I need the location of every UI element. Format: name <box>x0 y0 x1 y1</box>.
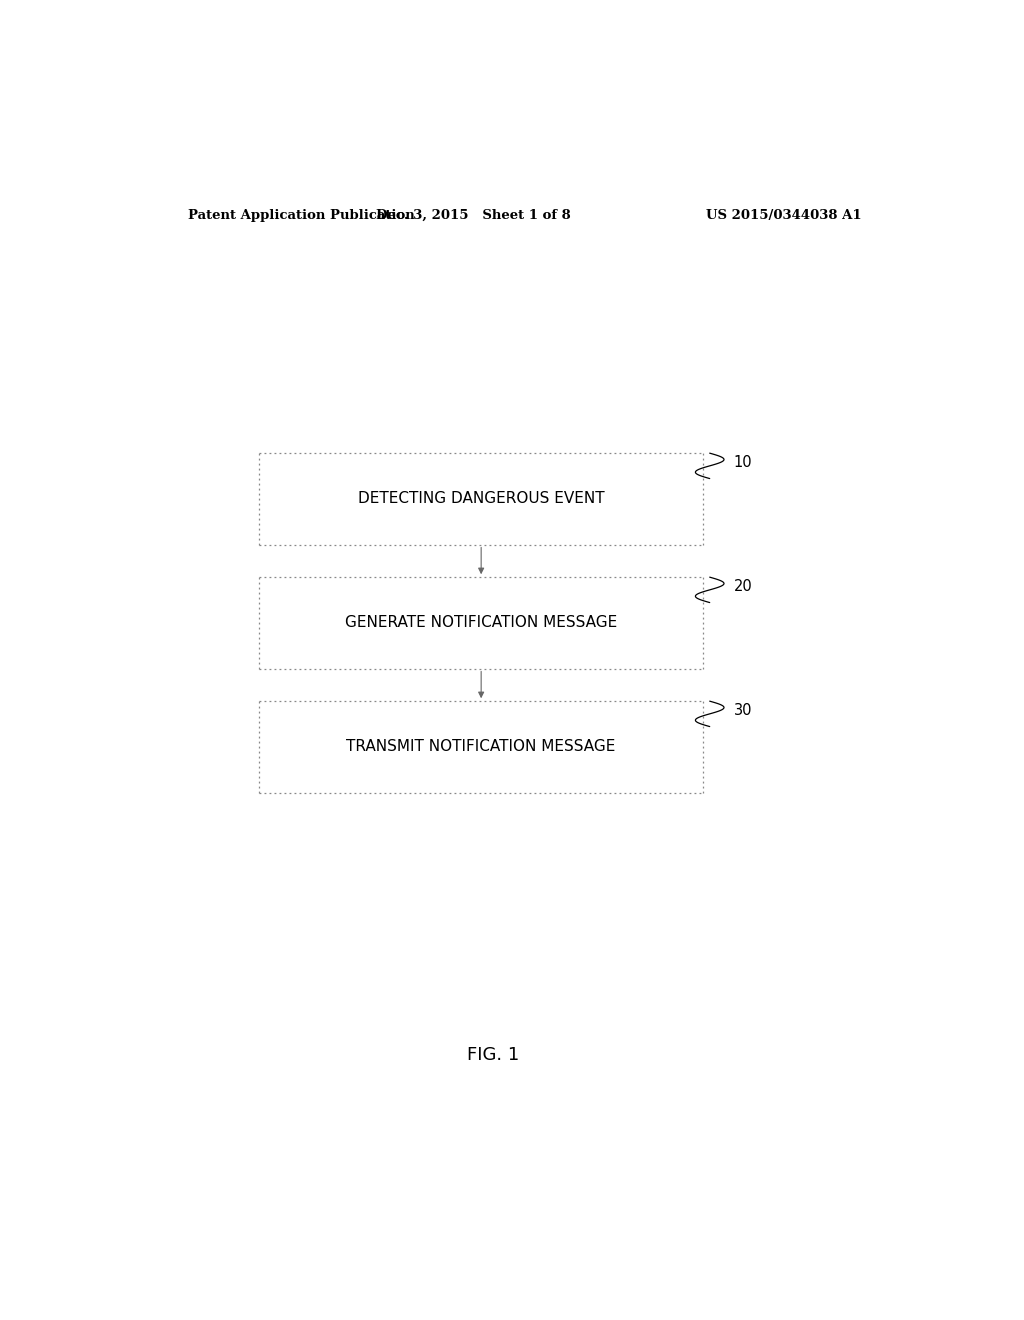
Text: US 2015/0344038 A1: US 2015/0344038 A1 <box>707 209 862 222</box>
Text: GENERATE NOTIFICATION MESSAGE: GENERATE NOTIFICATION MESSAGE <box>345 615 617 631</box>
Text: TRANSMIT NOTIFICATION MESSAGE: TRANSMIT NOTIFICATION MESSAGE <box>346 739 615 755</box>
Text: Dec. 3, 2015   Sheet 1 of 8: Dec. 3, 2015 Sheet 1 of 8 <box>376 209 570 222</box>
Text: 20: 20 <box>733 579 753 594</box>
Text: DETECTING DANGEROUS EVENT: DETECTING DANGEROUS EVENT <box>357 491 604 507</box>
Text: FIG. 1: FIG. 1 <box>467 1045 519 1064</box>
Text: 30: 30 <box>733 704 752 718</box>
Text: Patent Application Publication: Patent Application Publication <box>187 209 415 222</box>
Text: 10: 10 <box>733 455 753 470</box>
